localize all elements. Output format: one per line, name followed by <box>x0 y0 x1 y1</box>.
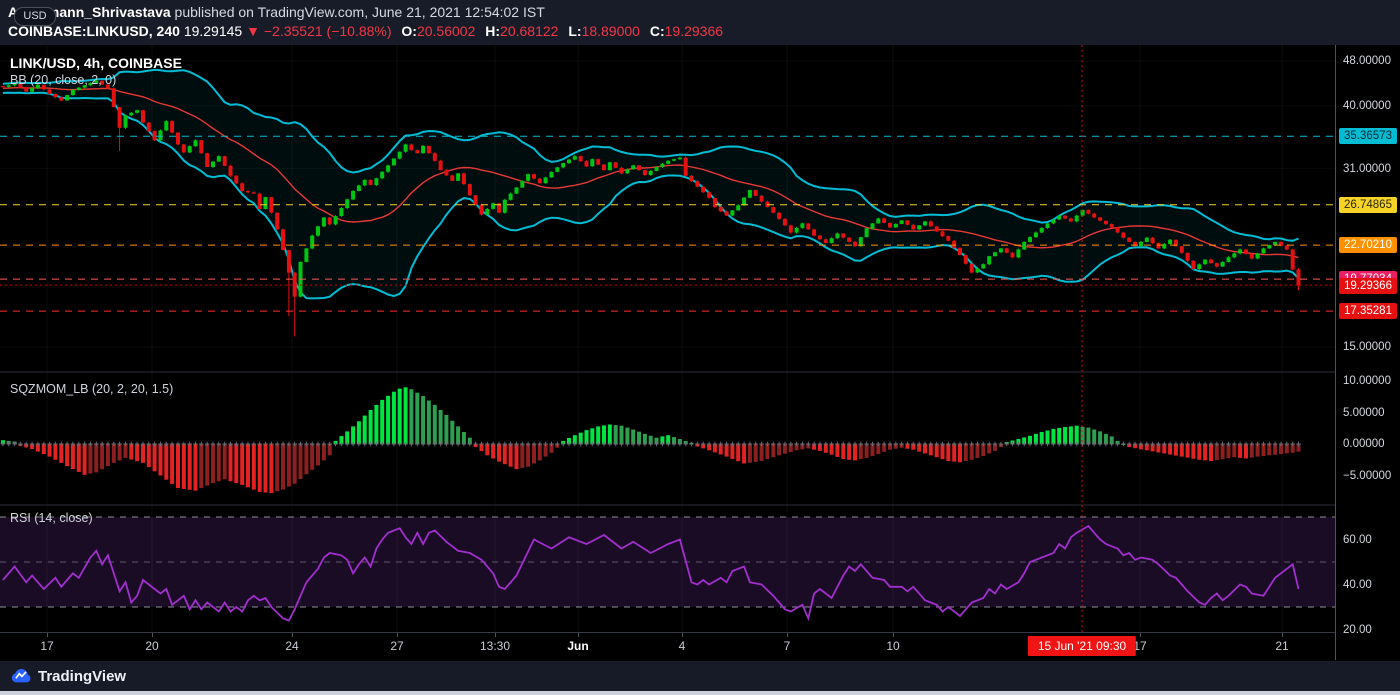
time-axis-label: 24 <box>285 639 299 653</box>
high-value: 20.68122 <box>500 23 559 39</box>
time-tick <box>292 633 293 637</box>
time-tick <box>397 633 398 637</box>
open-value: 20.56002 <box>416 23 476 39</box>
time-axis-label: 10 <box>886 639 900 653</box>
momentum-axis-label: −5.00000 <box>1343 469 1392 482</box>
time-axis-label: 4 <box>678 639 686 653</box>
momentum-axis-label: 0.00000 <box>1343 438 1385 450</box>
squeeze-state-crosses <box>0 441 1301 447</box>
event-time-badge: 15 Jun '21 09:30 <box>1027 636 1137 656</box>
bottom-edge-strip <box>0 691 1400 695</box>
price-level-badge: 17.35281 <box>1339 303 1397 320</box>
time-tick <box>893 633 894 637</box>
close-label: C: <box>649 23 665 39</box>
published-line: Aaryamann_Shrivastava published on Tradi… <box>8 4 545 20</box>
tradingview-brand[interactable]: TradingView <box>10 665 126 687</box>
rsi-band <box>0 517 1335 607</box>
rsi-axis-label: 40.00 <box>1343 578 1372 591</box>
price-axis-label: 15.00000 <box>1343 340 1391 353</box>
bollinger-indicator-label: BB (20, close, 2, 0) <box>10 73 117 87</box>
low-label: L: <box>568 23 582 39</box>
rsi-line <box>2 524 1300 622</box>
high-label: H: <box>485 23 501 39</box>
candles-layer <box>0 79 1301 337</box>
time-tick <box>495 633 496 637</box>
time-tick <box>578 633 579 637</box>
open-label: O: <box>401 23 417 39</box>
momentum-axis-label: 10.00000 <box>1343 375 1391 387</box>
squeeze-momentum-label: SQZMOM_LB (20, 2, 20, 1.5) <box>10 382 174 396</box>
price-axis-label: 40.00000 <box>1343 99 1391 112</box>
price-scale[interactable]: 48.00000 40.00000 31.00000 15.00000 35.36573… <box>1335 45 1400 660</box>
time-axis-label: 7 <box>783 639 791 653</box>
time-axis-label: Jun <box>567 639 589 653</box>
tradingview-logo-icon <box>11 668 31 683</box>
price-level-badge: 22.70210 <box>1339 237 1397 254</box>
symbol-name: COINBASE:LINKUSD, 240 <box>8 23 180 39</box>
time-axis-label: 21 <box>1275 639 1289 653</box>
momentum-axis-label: 5.00000 <box>1343 406 1385 419</box>
low-value: 18.89000 <box>581 23 640 39</box>
last-price: 19.29145 <box>183 23 243 39</box>
time-axis-label: 27 <box>390 639 404 653</box>
time-tick <box>1140 633 1141 637</box>
time-axis-label: 17 <box>40 639 54 653</box>
time-tick <box>47 633 48 637</box>
chart-plot-area[interactable] <box>0 45 1335 632</box>
time-axis-label: 20 <box>145 639 159 653</box>
main-pane-title: LINK/USD, 4h, COINBASE <box>10 55 182 71</box>
squeeze-momentum-histogram <box>0 387 1301 494</box>
time-scale[interactable]: 17 20 24 27 13:30 Jun 4 7 10 17 21 15 Jun '21 09:30 <box>0 632 1400 661</box>
currency-unit-button[interactable]: USD <box>14 7 56 26</box>
time-tick <box>682 633 683 637</box>
price-level-badge: 26.74865 <box>1339 196 1397 213</box>
price-change: ▼ −2.35521 (−10.88%) <box>246 23 392 39</box>
price-axis-label: 48.00000 <box>1343 55 1391 68</box>
close-value: 19.29366 <box>664 23 724 39</box>
footer-bar: TradingView <box>0 660 1400 691</box>
rsi-indicator-label: RSI (14, close) <box>10 511 93 525</box>
time-axis-label: 13:30 <box>479 639 511 653</box>
price-level-badge: 35.36573 <box>1339 128 1397 145</box>
rsi-axis-label: 20.00 <box>1343 623 1372 636</box>
time-tick <box>1282 633 1283 637</box>
bollinger-band <box>2 68 1300 300</box>
time-axis-label: 17 <box>1133 639 1147 653</box>
chart-header: Aaryamann_Shrivastava published on Tradi… <box>0 0 1400 45</box>
rsi-axis-label: 60.00 <box>1343 533 1372 546</box>
current-price-badge: 19.29366 <box>1339 278 1397 295</box>
price-axis-label: 31.00000 <box>1343 162 1391 175</box>
symbol-line: COINBASE:LINKUSD, 240 19.29145 ▼ −2.3552… <box>8 23 723 39</box>
tradingview-brand-text: TradingView <box>38 667 127 685</box>
published-text: published on TradingView.com, June 21, 2… <box>170 4 545 20</box>
time-tick <box>787 633 788 637</box>
time-tick <box>152 633 153 637</box>
